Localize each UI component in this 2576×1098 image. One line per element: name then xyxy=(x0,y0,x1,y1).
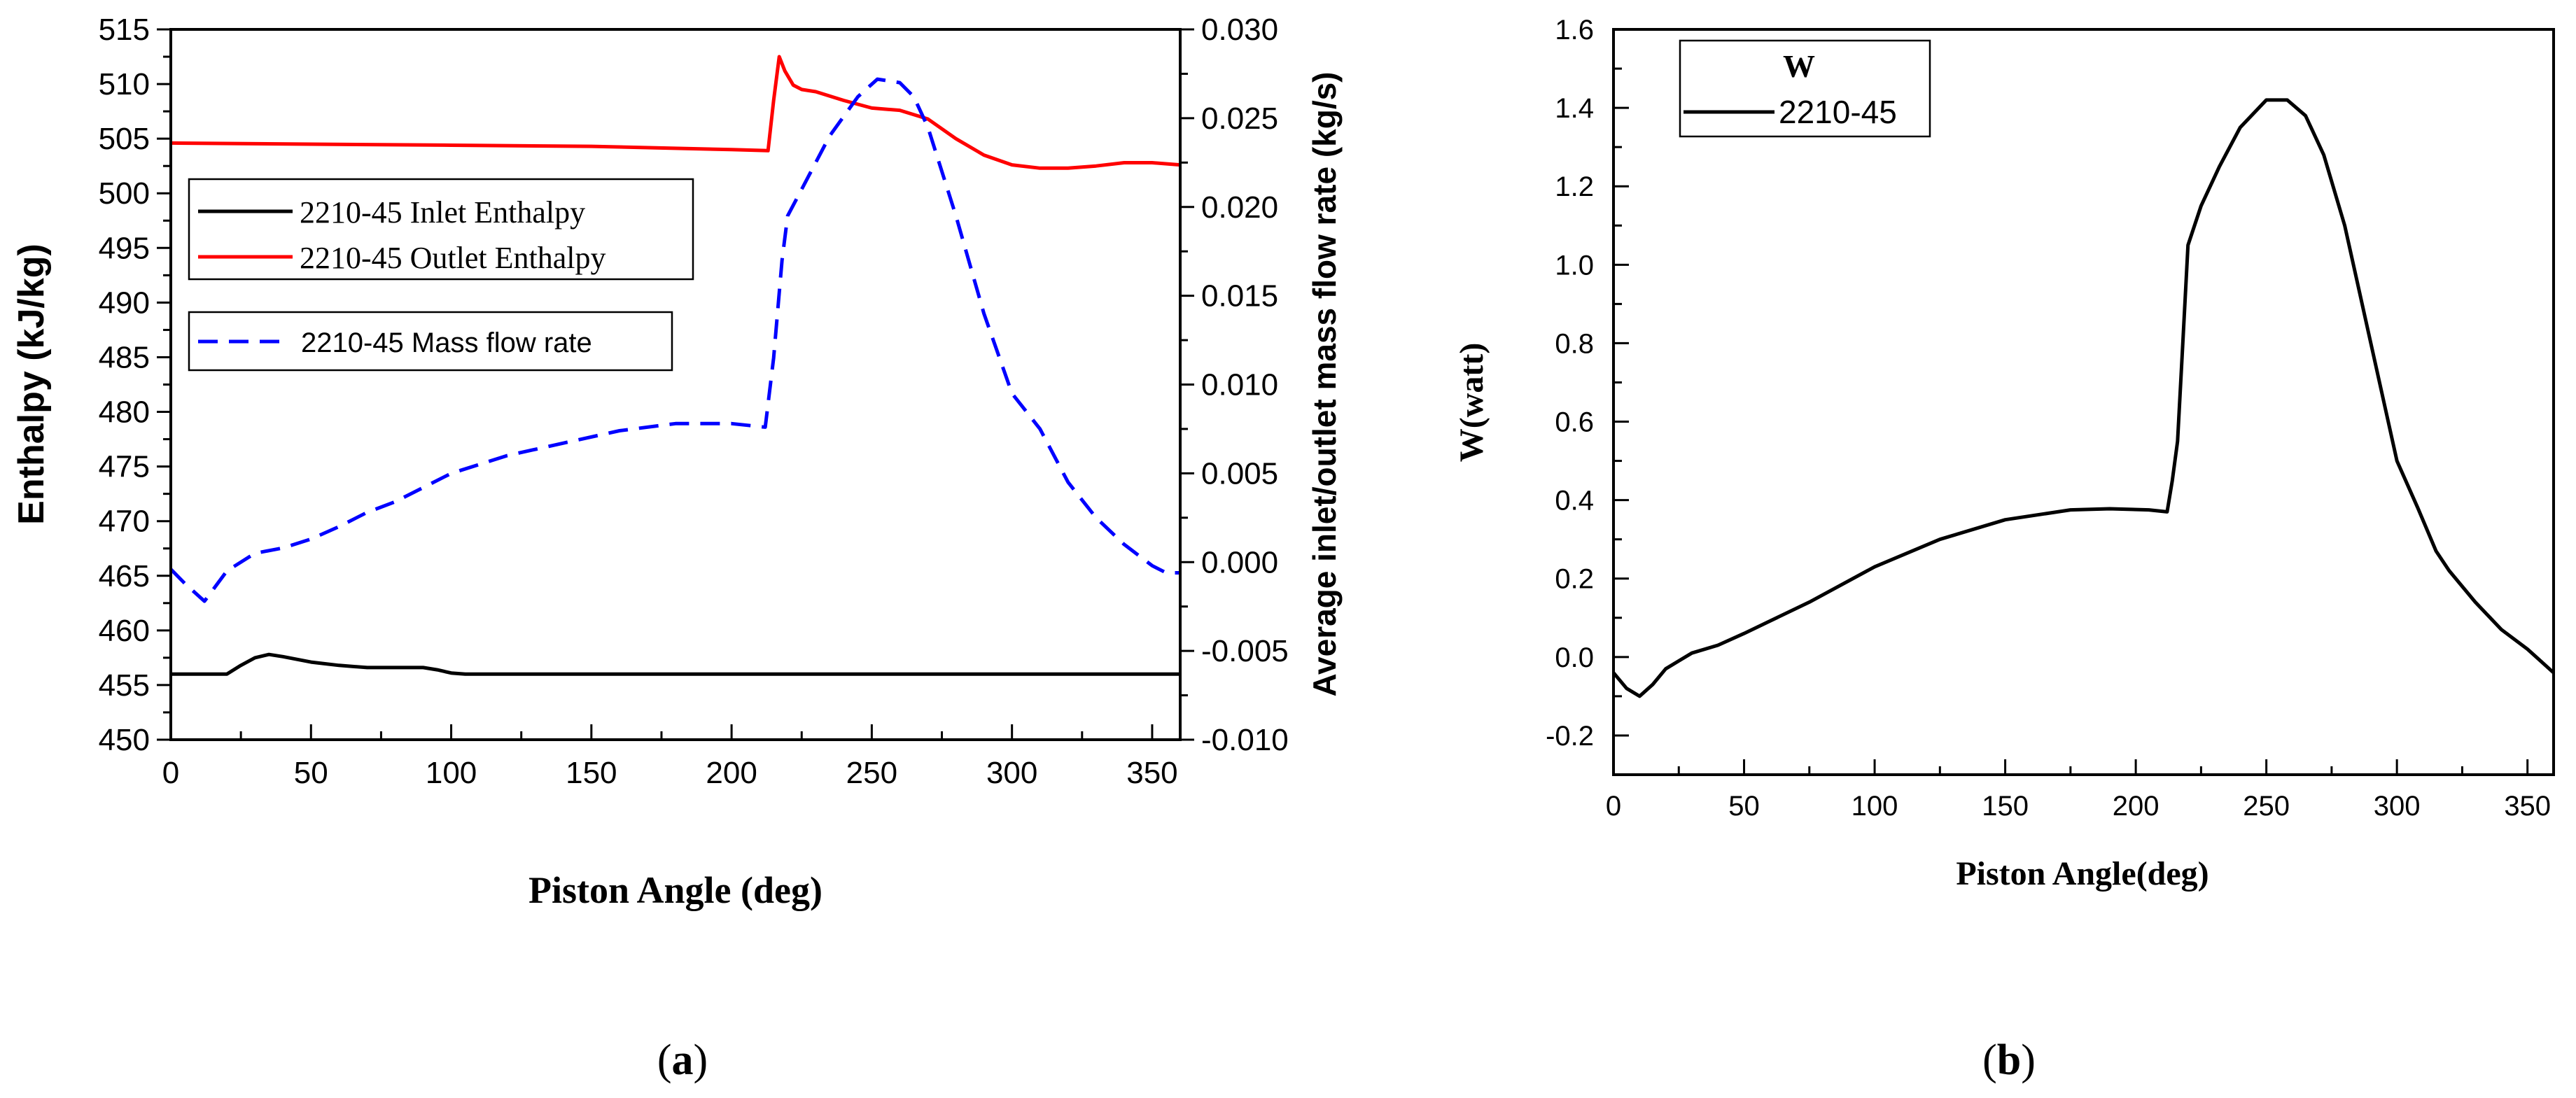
chart-b-x-tick-label: 200 xyxy=(2113,791,2160,822)
chart-a-x-tick-label: 50 xyxy=(294,756,328,790)
chart-b-y-tick-label: 0.6 xyxy=(1555,407,1594,438)
chart-a-y2-tick-label: -0.005 xyxy=(1201,634,1289,668)
chart-b-plot-frame xyxy=(1612,28,2555,776)
chart-b-tick-labels: 0 50 100 150 200 250 300 350 -0.2 0.0 0.2 0.4 0.6 0.8… xyxy=(1546,15,2551,822)
chart-b-x-tick-label: 50 xyxy=(1728,791,1760,822)
chart-b-x-tick-label: 300 xyxy=(2374,791,2421,822)
chart-b-y-tick-label: 1.2 xyxy=(1555,171,1594,202)
chart-b-y-tick-label: 1.6 xyxy=(1555,15,1594,45)
chart-b-y-tick-label: 0.2 xyxy=(1555,564,1594,595)
chart-a-y-tick-label: 455 xyxy=(99,668,150,703)
chart-a-series-line-0 xyxy=(171,652,1180,676)
chart-a-y-tick-label: 515 xyxy=(99,13,150,47)
chart-a-legend-massflow: 2210-45 Mass flow rate xyxy=(188,311,673,372)
chart-b-x-tick-label: 350 xyxy=(2504,791,2551,822)
chart-a-y-tick-label: 460 xyxy=(99,614,150,648)
chart-a-legend-enthalpy-box xyxy=(188,178,694,281)
chart-b-x-tick-label: 250 xyxy=(2243,791,2290,822)
chart-a-y2-tick-label: 0.010 xyxy=(1201,368,1278,402)
chart-b-x-axis-label: Piston Angle(deg) xyxy=(1956,855,2208,892)
chart-a-x-tick-label: 0 xyxy=(162,756,179,790)
chart-a-series-line-2 xyxy=(169,77,1180,603)
chart-a-y2-tick-label: 0.015 xyxy=(1201,279,1278,314)
chart-a-y-tick-label: 500 xyxy=(99,176,150,211)
chart-a-plot-frame xyxy=(169,28,1182,741)
chart-a-y2-tick-label: 0.025 xyxy=(1201,101,1278,136)
chart-a-y-tick-label: 505 xyxy=(99,122,150,156)
chart-a-x-tick-label: 350 xyxy=(1126,756,1177,790)
chart-a-legend-enthalpy: 2210-45 Inlet Enthalpy 2210-45 Outlet En… xyxy=(188,178,694,281)
chart-a-y-tick-label: 475 xyxy=(99,450,150,484)
legend-label-massflow: 2210-45 Mass flow rate xyxy=(301,328,592,358)
chart-b-y-tick-label: 0.8 xyxy=(1555,328,1594,359)
chart-b-series-line-0 xyxy=(1612,98,2555,698)
chart-a-y2-tick-label: -0.010 xyxy=(1201,723,1289,757)
chart-a-y-tick-label: 465 xyxy=(99,559,150,593)
legend-label-inlet: 2210-45 Inlet Enthalpy xyxy=(300,195,585,230)
chart-a-y-tick-label: 485 xyxy=(99,340,150,374)
chart-a-y2-tick-label: 0.005 xyxy=(1201,456,1278,491)
chart-a-y-tick-label: 495 xyxy=(99,231,150,265)
chart-b-x-tick-label: 150 xyxy=(1982,791,2029,822)
chart-a-x-tick-label: 100 xyxy=(426,756,477,790)
chart-b-y-tick-label: 0.0 xyxy=(1555,642,1594,673)
chart-b-x-tick-label: 100 xyxy=(1851,791,1898,822)
chart-b-legend-box xyxy=(1679,39,1931,138)
chart-a-x-tick-label: 150 xyxy=(566,756,617,790)
chart-a-y-tick-label: 490 xyxy=(99,286,150,320)
chart-b-ticks xyxy=(1612,28,2529,776)
chart-a-tick-labels: 0 50 100 150 200 250 300 350 450 455 460 465 470 475 4… xyxy=(99,13,1289,790)
chart-b-y-tick-label: 1.4 xyxy=(1555,93,1594,124)
chart-a-x-tick-label: 200 xyxy=(706,756,757,790)
chart-b-series xyxy=(1612,98,2555,698)
chart-a-y-axis-label: Enthalpy (kJ/kg) xyxy=(11,244,52,525)
legend-label-2210-45: 2210-45 xyxy=(1779,94,1897,130)
chart-a-x-axis-label: Piston Angle (deg) xyxy=(528,869,822,911)
chart-a-x-tick-label: 250 xyxy=(846,756,897,790)
chart-b-y-tick-label: 1.0 xyxy=(1555,250,1594,281)
chart-a-y2-axis-label: Average inlet/outlet mass flow rate (kg/… xyxy=(1306,72,1343,697)
chart-a-ticks xyxy=(157,28,1194,741)
chart-a-y-tick-label: 480 xyxy=(99,395,150,430)
chart-b-y-tick-label: 0.4 xyxy=(1555,486,1594,516)
chart-a-y2-tick-label: 0.000 xyxy=(1201,545,1278,579)
chart-a: 0 50 100 150 200 250 300 350 450 455 460 465 470 475 4… xyxy=(11,13,1343,1084)
chart-a-y-tick-label: 510 xyxy=(99,67,150,101)
chart-b-y-tick-label: -0.2 xyxy=(1546,721,1594,752)
legend-label-outlet: 2210-45 Outlet Enthalpy xyxy=(300,241,606,275)
chart-a-x-tick-label: 300 xyxy=(986,756,1037,790)
chart-a-y-tick-label: 470 xyxy=(99,505,150,539)
chart-a-series xyxy=(169,55,1181,676)
chart-a-y-tick-label: 450 xyxy=(99,723,150,757)
chart-b-legend-title: W xyxy=(1783,48,1815,84)
chart-b-x-tick-label: 0 xyxy=(1606,791,1621,822)
chart-b-y-axis-label: W(watt) xyxy=(1453,343,1490,463)
chart-a-y2-tick-label: 0.030 xyxy=(1201,13,1278,47)
chart-a-y2-tick-label: 0.020 xyxy=(1201,190,1278,225)
chart-b-legend: W 2210-45 xyxy=(1679,39,1931,138)
panel-label-b: (b) xyxy=(1982,1036,2036,1084)
chart-b: 0 50 100 150 200 250 300 350 -0.2 0.0 0.2 0.4 0.6 0.8… xyxy=(1453,15,2555,1084)
panel-label-a: (a) xyxy=(657,1036,708,1084)
chart-a-series-line-1 xyxy=(170,55,1181,170)
